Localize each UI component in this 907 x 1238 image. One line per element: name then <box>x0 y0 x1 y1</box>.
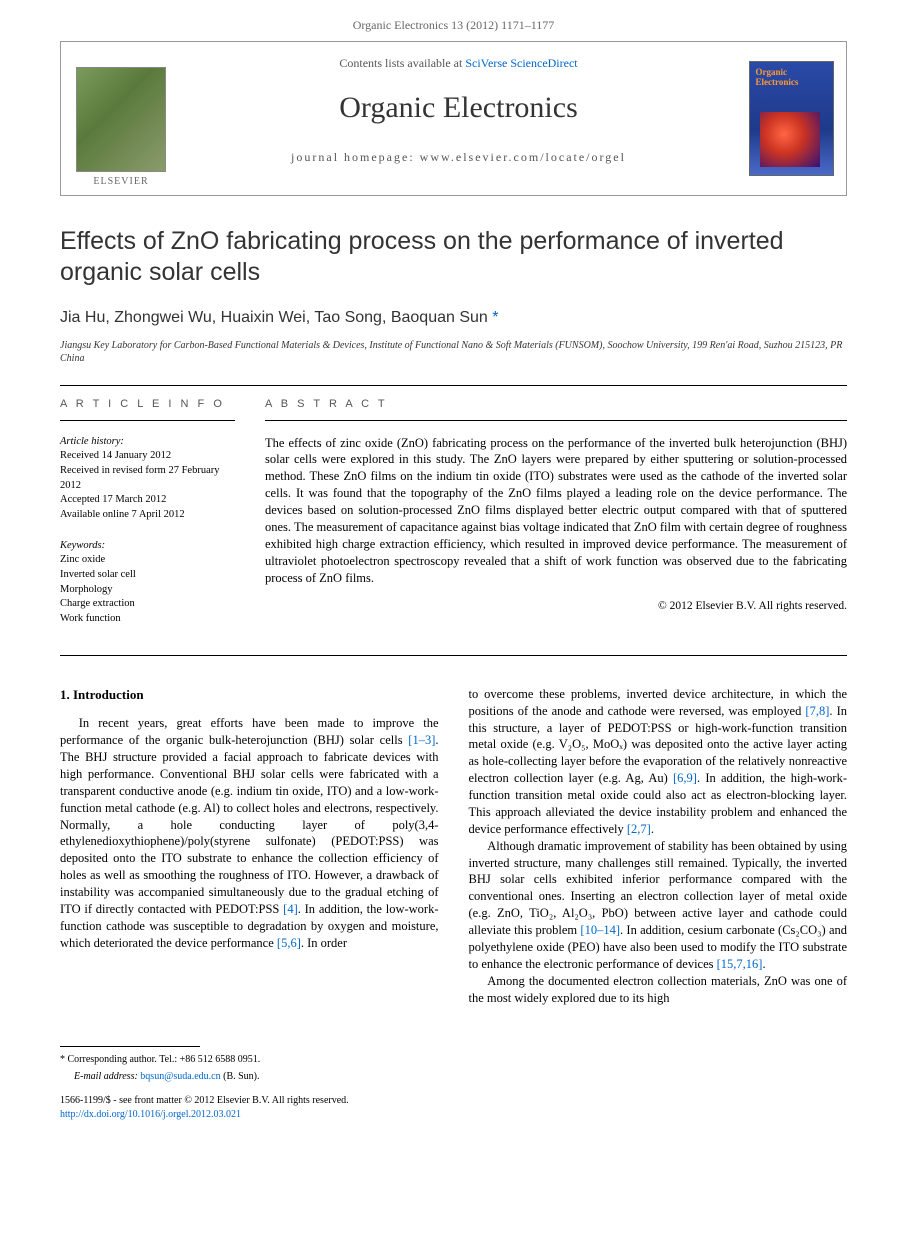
doi-link[interactable]: http://dx.doi.org/10.1016/j.orgel.2012.0… <box>60 1109 241 1120</box>
abstract-heading: A B S T R A C T <box>265 398 847 421</box>
history-label: Article history: <box>60 435 235 450</box>
journal-cover-thumb: Organic Electronics <box>749 61 834 176</box>
homepage-url[interactable]: www.elsevier.com/locate/orgel <box>420 150 626 164</box>
email-author: (B. Sun). <box>221 1071 260 1082</box>
keyword: Inverted solar cell <box>60 568 235 583</box>
ref-link[interactable]: [10–14] <box>580 923 620 937</box>
contents-line: Contents lists available at SciVerse Sci… <box>181 56 736 71</box>
keyword: Charge extraction <box>60 597 235 612</box>
keyword: Morphology <box>60 583 235 598</box>
authors-list: Jia Hu, Zhongwei Wu, Huaixin Wei, Tao So… <box>60 309 488 326</box>
journal-title: Organic Electronics <box>181 91 736 125</box>
email-label: E-mail address: <box>74 1071 140 1082</box>
body-paragraph: Among the documented electron collection… <box>469 973 848 1007</box>
footer-block: * Corresponding author. Tel.: +86 512 65… <box>0 1046 907 1142</box>
received-date: Received 14 January 2012 <box>60 449 235 464</box>
abstract-text: The effects of zinc oxide (ZnO) fabricat… <box>265 435 847 587</box>
ref-link[interactable]: [5,6] <box>277 936 301 950</box>
ref-link[interactable]: [6,9] <box>673 771 697 785</box>
cover-thumb-title: Organic Electronics <box>756 68 827 88</box>
homepage-label: journal homepage: <box>291 150 420 164</box>
elsevier-tree-icon <box>76 67 166 172</box>
issn-line: 1566-1199/$ - see front matter © 2012 El… <box>60 1094 349 1108</box>
abstract-copyright: © 2012 Elsevier B.V. All rights reserved… <box>265 600 847 612</box>
keyword: Zinc oxide <box>60 553 235 568</box>
bottom-row: 1566-1199/$ - see front matter © 2012 El… <box>60 1094 847 1122</box>
online-date: Available online 7 April 2012 <box>60 508 235 523</box>
corresponding-marker: * <box>492 309 498 326</box>
article-info-column: A R T I C L E I N F O Article history: R… <box>60 385 250 655</box>
section-heading: 1. Introduction <box>60 686 439 704</box>
revised-date: Received in revised form 27 February 201… <box>60 464 235 493</box>
info-heading: A R T I C L E I N F O <box>60 398 235 421</box>
email-link[interactable]: bqsun@suda.edu.cn <box>140 1071 220 1082</box>
article-title: Effects of ZnO fabricating process on th… <box>60 226 847 289</box>
body-paragraph: to overcome these problems, inverted dev… <box>469 686 848 838</box>
keyword: Work function <box>60 612 235 627</box>
info-abstract-row: A R T I C L E I N F O Article history: R… <box>60 385 847 656</box>
ref-link[interactable]: [7,8] <box>805 704 829 718</box>
accepted-date: Accepted 17 March 2012 <box>60 493 235 508</box>
corresponding-note: * Corresponding author. Tel.: +86 512 65… <box>60 1053 847 1067</box>
journal-banner: ELSEVIER Contents lists available at Sci… <box>60 41 847 196</box>
sciencedirect-link[interactable]: SciVerse ScienceDirect <box>465 56 577 70</box>
ref-link[interactable]: [2,7] <box>627 822 651 836</box>
homepage-line: journal homepage: www.elsevier.com/locat… <box>181 150 736 165</box>
citation: Organic Electronics 13 (2012) 1171–1177 <box>353 18 555 32</box>
body-two-column: 1. Introduction In recent years, great e… <box>60 686 847 1007</box>
footnote-rule <box>60 1046 200 1047</box>
email-note: E-mail address: bqsun@suda.edu.cn (B. Su… <box>60 1070 847 1084</box>
contents-prefix: Contents lists available at <box>339 56 465 70</box>
page-header: Organic Electronics 13 (2012) 1171–1177 <box>0 0 907 41</box>
ref-link[interactable]: [1–3] <box>408 733 435 747</box>
keywords-label: Keywords: <box>60 539 235 554</box>
body-column-left: 1. Introduction In recent years, great e… <box>60 686 439 1007</box>
issn-doi: 1566-1199/$ - see front matter © 2012 El… <box>60 1094 349 1122</box>
article-block: Effects of ZnO fabricating process on th… <box>0 226 907 1006</box>
ref-link[interactable]: [4] <box>283 902 298 916</box>
banner-publisher-block: ELSEVIER <box>61 42 181 195</box>
banner-center: Contents lists available at SciVerse Sci… <box>181 42 736 195</box>
body-paragraph: Although dramatic improvement of stabili… <box>469 838 848 973</box>
keywords-block: Keywords: Zinc oxide Inverted solar cell… <box>60 539 235 627</box>
ref-link[interactable]: [15,7,16] <box>717 957 763 971</box>
authors: Jia Hu, Zhongwei Wu, Huaixin Wei, Tao So… <box>60 309 847 327</box>
cover-thumb-graphic <box>760 112 820 167</box>
abstract-column: A B S T R A C T The effects of zinc oxid… <box>250 385 847 655</box>
affiliation: Jiangsu Key Laboratory for Carbon-Based … <box>60 339 847 365</box>
publisher-name: ELSEVIER <box>93 176 148 187</box>
body-column-right: to overcome these problems, inverted dev… <box>469 686 848 1007</box>
banner-cover: Organic Electronics <box>736 42 846 195</box>
article-history: Article history: Received 14 January 201… <box>60 435 235 523</box>
body-paragraph: In recent years, great efforts have been… <box>60 715 439 951</box>
